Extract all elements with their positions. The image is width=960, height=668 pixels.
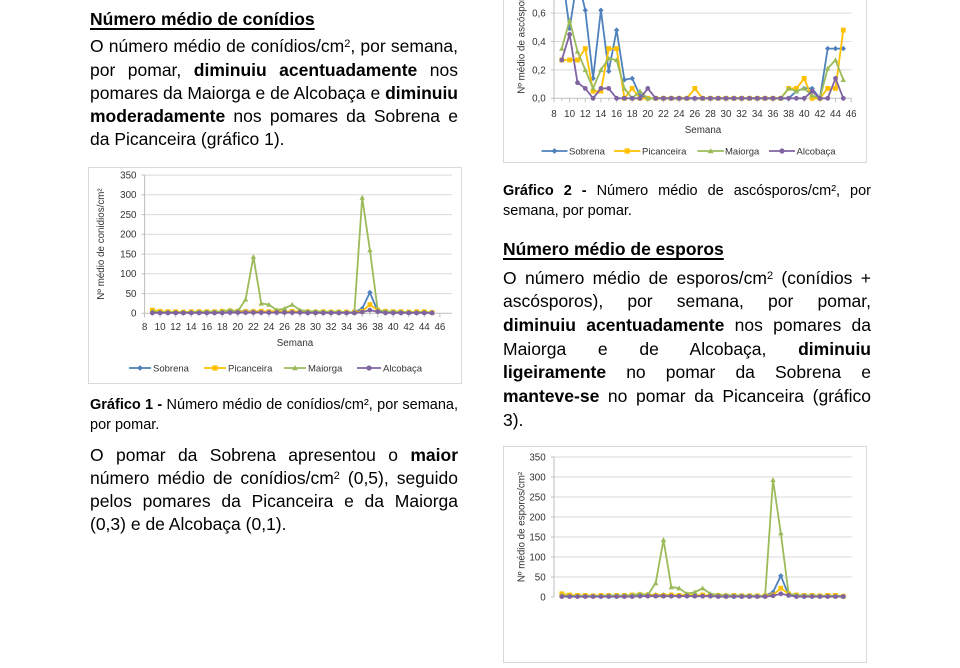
svg-text:36: 36 (767, 109, 778, 120)
svg-text:16: 16 (611, 109, 622, 120)
svg-text:0: 0 (540, 592, 546, 603)
svg-text:24: 24 (263, 322, 274, 333)
svg-text:38: 38 (783, 109, 794, 120)
svg-text:10: 10 (564, 109, 575, 120)
svg-text:42: 42 (814, 109, 825, 120)
svg-text:Picanceira: Picanceira (642, 146, 687, 157)
svg-text:14: 14 (186, 322, 197, 333)
svg-text:18: 18 (217, 322, 228, 333)
svg-text:20: 20 (642, 109, 653, 120)
svg-text:20: 20 (232, 322, 243, 333)
svg-text:Alcobaça: Alcobaça (383, 363, 423, 374)
svg-text:30: 30 (720, 109, 731, 120)
svg-text:100: 100 (120, 269, 137, 280)
svg-text:42: 42 (403, 322, 414, 333)
svg-text:8: 8 (142, 322, 148, 333)
svg-text:0,4: 0,4 (532, 37, 546, 48)
svg-text:0,2: 0,2 (532, 65, 546, 76)
svg-text:300: 300 (120, 190, 137, 201)
svg-text:34: 34 (751, 109, 762, 120)
svg-text:200: 200 (529, 512, 546, 523)
svg-text:250: 250 (529, 492, 546, 503)
svg-text:300: 300 (529, 472, 546, 483)
svg-text:44: 44 (419, 322, 430, 333)
svg-text:28: 28 (704, 109, 715, 120)
svg-text:38: 38 (372, 322, 383, 333)
svg-text:Semana: Semana (684, 125, 721, 136)
svg-text:28: 28 (295, 322, 306, 333)
svg-text:46: 46 (434, 322, 445, 333)
svg-text:30: 30 (310, 322, 321, 333)
svg-text:200: 200 (120, 230, 137, 241)
svg-text:Picanceira: Picanceira (228, 363, 273, 374)
svg-text:34: 34 (341, 322, 352, 333)
svg-text:16: 16 (201, 322, 212, 333)
svg-text:24: 24 (673, 109, 684, 120)
svg-text:50: 50 (126, 289, 137, 300)
svg-text:Maiorga: Maiorga (308, 363, 343, 374)
svg-text:40: 40 (798, 109, 809, 120)
svg-text:36: 36 (357, 322, 368, 333)
svg-text:Nº médio de conidios/cm²: Nº médio de conidios/cm² (96, 188, 107, 300)
svg-text:Nº médio de esporos/cm²: Nº médio de esporos/cm² (516, 471, 527, 582)
svg-text:350: 350 (529, 452, 546, 463)
svg-text:46: 46 (845, 109, 856, 120)
svg-text:18: 18 (626, 109, 637, 120)
svg-text:Maiorga: Maiorga (725, 146, 760, 157)
svg-text:250: 250 (120, 210, 137, 221)
svg-text:150: 150 (120, 250, 137, 261)
svg-text:Sobrena: Sobrena (153, 363, 190, 374)
svg-text:0,0: 0,0 (532, 94, 546, 105)
svg-text:Sobrena: Sobrena (569, 146, 606, 157)
svg-text:8: 8 (551, 109, 557, 120)
svg-text:12: 12 (579, 109, 590, 120)
svg-text:0,6: 0,6 (532, 9, 546, 20)
svg-text:22: 22 (248, 322, 259, 333)
svg-text:Alcobaça: Alcobaça (796, 146, 836, 157)
svg-text:14: 14 (595, 109, 606, 120)
svg-text:12: 12 (170, 322, 181, 333)
svg-text:50: 50 (534, 572, 545, 583)
svg-text:100: 100 (529, 552, 546, 563)
svg-text:0: 0 (131, 309, 137, 320)
svg-text:26: 26 (279, 322, 290, 333)
svg-text:Nº médio de ascósporos/cm²: Nº médio de ascósporos/cm² (516, 0, 527, 94)
svg-text:32: 32 (326, 322, 337, 333)
svg-text:26: 26 (689, 109, 700, 120)
svg-text:Semana: Semana (277, 338, 314, 349)
svg-text:32: 32 (736, 109, 747, 120)
svg-text:44: 44 (830, 109, 841, 120)
svg-text:40: 40 (388, 322, 399, 333)
svg-text:22: 22 (658, 109, 669, 120)
svg-text:150: 150 (529, 532, 546, 543)
svg-text:10: 10 (155, 322, 166, 333)
svg-text:350: 350 (120, 171, 137, 182)
